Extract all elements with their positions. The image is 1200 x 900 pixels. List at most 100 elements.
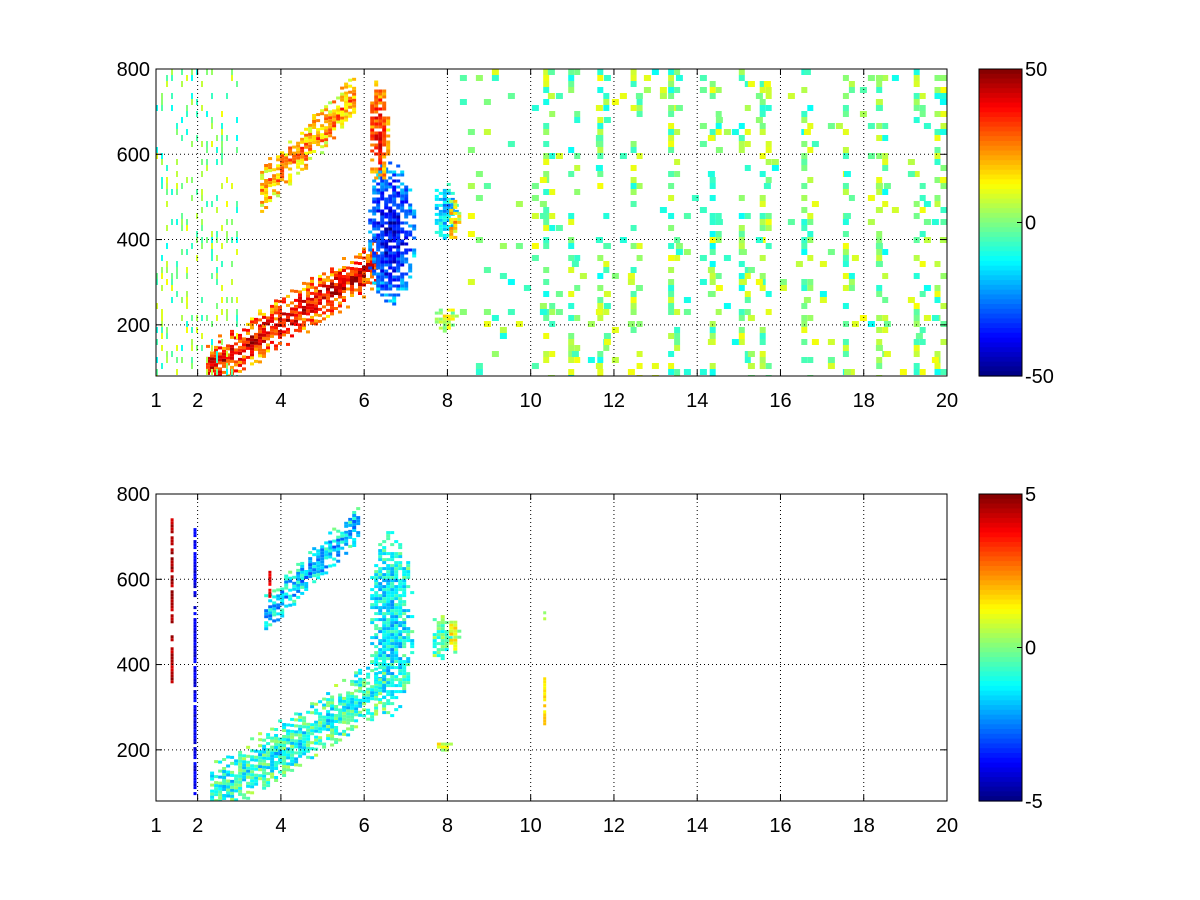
colorbar-swatch bbox=[979, 217, 1022, 224]
colorbar-swatch bbox=[979, 83, 1022, 89]
colorbar-swatch bbox=[979, 179, 1022, 185]
colorbar-swatch bbox=[979, 337, 1022, 344]
colorbar-swatch bbox=[979, 642, 1022, 649]
heatmap-feature-1 bbox=[210, 656, 387, 801]
colorbar-swatch bbox=[979, 546, 1022, 553]
colorbar-swatch bbox=[979, 690, 1022, 697]
colorbar-swatch bbox=[979, 256, 1022, 262]
colorbar-swatch bbox=[979, 609, 1022, 615]
colorbar-swatch bbox=[979, 366, 1022, 372]
colorbar-tick-label: 0 bbox=[1025, 213, 1036, 235]
colorbar-swatch bbox=[979, 522, 1022, 529]
heatmap-feature-3 bbox=[368, 161, 417, 306]
x-tick-label: 14 bbox=[686, 815, 708, 837]
colorbar-swatch bbox=[979, 131, 1022, 137]
y-tick-label: 800 bbox=[117, 484, 150, 506]
colorbar-swatch bbox=[979, 236, 1022, 243]
colorbar-swatch bbox=[979, 748, 1022, 754]
heatmap-feature-3 bbox=[370, 531, 415, 718]
colorbar-swatch bbox=[979, 714, 1022, 721]
colorbar-tick-label: 0 bbox=[1025, 638, 1036, 660]
colorbar-swatch bbox=[979, 796, 1022, 802]
colorbar-swatch bbox=[979, 294, 1022, 300]
x-tick-label: 16 bbox=[769, 815, 791, 837]
colorbar-swatch bbox=[979, 140, 1022, 147]
colorbar-swatch bbox=[979, 352, 1022, 358]
colorbar-swatch bbox=[979, 517, 1022, 524]
colorbar-swatch bbox=[979, 724, 1022, 730]
colorbar-swatch bbox=[979, 232, 1022, 238]
colorbar-swatch bbox=[979, 308, 1022, 315]
colorbar-swatch bbox=[979, 155, 1022, 161]
colorbar-swatch bbox=[979, 585, 1022, 591]
colorbar-swatch bbox=[979, 527, 1022, 533]
heatmap-feature-9 bbox=[170, 518, 174, 684]
heatmap-feature-7 bbox=[543, 677, 547, 726]
colorbar-swatch bbox=[979, 284, 1022, 291]
colorbar-swatch bbox=[979, 164, 1022, 171]
heatmap-feature-4 bbox=[432, 615, 453, 661]
colorbar-tick-label: 50 bbox=[1025, 59, 1047, 81]
colorbar-swatch bbox=[979, 212, 1022, 219]
colorbar-swatch bbox=[979, 541, 1022, 548]
colorbar-swatch bbox=[979, 328, 1022, 334]
heatmap-feature-7 bbox=[434, 308, 459, 333]
colorbar-swatch bbox=[979, 184, 1022, 190]
colorbar-swatch bbox=[979, 537, 1022, 543]
colorbar-swatch bbox=[979, 198, 1022, 204]
colorbar-swatch bbox=[979, 371, 1022, 377]
colorbar-swatch bbox=[979, 772, 1022, 778]
colorbar-swatch bbox=[979, 275, 1022, 281]
colorbar-swatch bbox=[979, 188, 1022, 195]
colorbar-swatch bbox=[979, 313, 1022, 320]
colorbar-swatch bbox=[979, 92, 1022, 99]
colorbar-swatch bbox=[979, 208, 1022, 214]
x-tick-label: 1 bbox=[150, 815, 161, 837]
heatmap-feature-10 bbox=[193, 528, 197, 796]
colorbar: 5 0 -5 bbox=[978, 484, 1043, 813]
colorbar-swatch bbox=[979, 719, 1022, 725]
colorbar-swatch bbox=[979, 299, 1022, 305]
colorbar-swatch bbox=[979, 494, 1022, 500]
axes-frame bbox=[155, 493, 948, 802]
colorbar-swatch bbox=[979, 599, 1022, 605]
heatmap-feature-1 bbox=[206, 237, 378, 376]
colorbar-tick-label: 5 bbox=[1025, 484, 1036, 506]
colorbar-swatch bbox=[979, 733, 1022, 740]
colorbar-swatch bbox=[979, 700, 1022, 706]
colorbar-swatch bbox=[979, 270, 1022, 276]
colorbar-swatch bbox=[979, 695, 1022, 701]
colorbar-swatch bbox=[979, 347, 1022, 353]
colorbar-swatch bbox=[979, 729, 1022, 735]
colorbar-swatch bbox=[979, 556, 1022, 562]
x-tick-label: 2 bbox=[192, 815, 203, 837]
colorbar-swatch bbox=[979, 743, 1022, 749]
colorbar-swatch bbox=[979, 260, 1022, 267]
x-tick-label: 6 bbox=[359, 815, 370, 837]
colorbar-swatch bbox=[979, 116, 1022, 123]
y-tick-label: 800 bbox=[117, 59, 150, 81]
heatmap-feature-4 bbox=[370, 80, 391, 180]
x-tick-label: 8 bbox=[442, 390, 453, 412]
x-tick-label: 8 bbox=[442, 815, 453, 837]
colorbar-swatch bbox=[979, 604, 1022, 610]
colorbar-swatch bbox=[979, 265, 1022, 272]
x-tick-label: 12 bbox=[603, 815, 625, 837]
colorbar-swatch bbox=[979, 73, 1022, 80]
y-tick-label: 600 bbox=[117, 144, 150, 166]
x-tick-label: 12 bbox=[603, 390, 625, 412]
x-tick-label: 10 bbox=[520, 815, 542, 837]
axes-frame bbox=[155, 68, 948, 377]
colorbar-swatch bbox=[979, 738, 1022, 745]
x-tick-label: 20 bbox=[936, 815, 958, 837]
y-tick-label: 400 bbox=[117, 655, 150, 677]
y-tick-label: 200 bbox=[117, 740, 150, 762]
colorbar-swatch bbox=[979, 145, 1022, 152]
colorbar-swatch bbox=[979, 280, 1022, 286]
colorbar-swatch bbox=[979, 580, 1022, 586]
colorbar-swatch bbox=[979, 150, 1022, 156]
x-tick-label: 1 bbox=[150, 390, 161, 412]
